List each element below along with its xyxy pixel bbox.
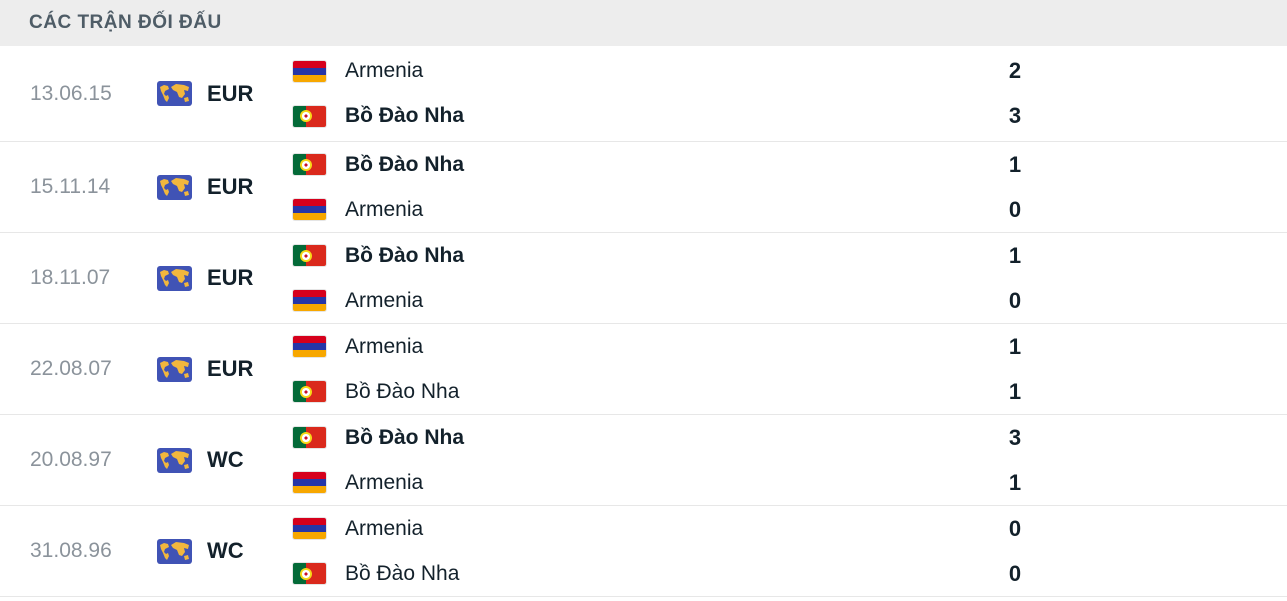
scores-cell: 1 0 (965, 233, 1065, 323)
away-team-score: 1 (1008, 469, 1022, 495)
match-date: 18.11.07 (30, 266, 111, 289)
competition-label: WC (207, 538, 244, 563)
home-team-score: 1 (1008, 242, 1022, 268)
away-team-line: Armenia (293, 278, 965, 323)
match-date: 31.08.96 (30, 539, 112, 562)
portugal-flag (293, 563, 326, 584)
home-team-line: Armenia (293, 506, 965, 551)
portugal-flag (293, 381, 326, 402)
match-row[interactable]: 15.11.14 EUR Bồ Đào Nha Armenia 1 0 (0, 142, 1287, 233)
scores-cell: 1 1 (965, 324, 1065, 414)
team-name: Armenia (345, 59, 424, 82)
team-name: Bồ Đào Nha (345, 104, 465, 127)
armenia-flag (293, 290, 326, 311)
home-team-line: Armenia (293, 324, 965, 369)
teams-cell: Armenia Bồ Đào Nha (293, 506, 965, 596)
team-name: Bồ Đào Nha (345, 561, 460, 585)
competition-label: EUR (207, 356, 254, 381)
competition-cell: EUR (157, 174, 293, 200)
competition-cell: EUR (157, 81, 293, 107)
away-team-line: Armenia (293, 187, 965, 232)
match-date: 15.11.14 (30, 175, 111, 198)
portugal-flag (293, 245, 326, 266)
team-name: Armenia (345, 197, 424, 221)
competition-cell: EUR (157, 265, 293, 291)
world-map-icon (157, 356, 192, 382)
match-list: 13.06.15 EUR Armenia Bồ Đào Nha 2 3 (0, 46, 1287, 597)
match-date: 20.08.97 (30, 448, 112, 471)
home-team-line: Bồ Đào Nha (293, 142, 965, 187)
match-row[interactable]: 31.08.96 WC Armenia Bồ Đào Nha 0 0 (0, 506, 1287, 597)
away-team-line: Bồ Đào Nha (293, 369, 965, 414)
home-team-score: 2 (1008, 58, 1022, 83)
portugal-flag (293, 105, 326, 127)
competition-label: EUR (207, 80, 254, 106)
section-title: CÁC TRẬN ĐỐI ĐẤU (29, 12, 222, 33)
away-team-score: 0 (1008, 287, 1022, 313)
competition-cell: EUR (157, 356, 293, 382)
home-team-line: Armenia (293, 49, 965, 94)
match-row[interactable]: 22.08.07 EUR Armenia Bồ Đào Nha 1 1 (0, 324, 1287, 415)
team-name: Armenia (345, 516, 424, 540)
world-map-icon (157, 538, 192, 564)
match-row[interactable]: 13.06.15 EUR Armenia Bồ Đào Nha 2 3 (0, 46, 1287, 142)
home-team-score: 0 (1008, 515, 1022, 541)
competition-label: WC (207, 447, 244, 472)
competition-label: EUR (207, 174, 254, 199)
competition-label: EUR (207, 265, 254, 290)
armenia-flag (293, 336, 326, 357)
team-name: Bồ Đào Nha (345, 425, 465, 449)
competition-cell: WC (157, 538, 293, 564)
away-team-score: 1 (1008, 378, 1022, 404)
home-team-line: Bồ Đào Nha (293, 415, 965, 460)
team-name: Armenia (345, 470, 424, 494)
teams-cell: Armenia Bồ Đào Nha (293, 324, 965, 414)
world-map-icon (157, 174, 192, 200)
armenia-flag (293, 60, 326, 82)
team-name: Bồ Đào Nha (345, 243, 465, 267)
world-map-icon (157, 447, 192, 473)
match-date: 22.08.07 (30, 357, 112, 380)
teams-cell: Bồ Đào Nha Armenia (293, 142, 965, 232)
team-name: Bồ Đào Nha (345, 152, 465, 176)
away-team-score: 0 (1008, 196, 1022, 222)
team-name: Armenia (345, 334, 424, 358)
armenia-flag (293, 518, 326, 539)
team-name: Bồ Đào Nha (345, 379, 460, 403)
match-date: 13.06.15 (30, 81, 112, 105)
teams-cell: Bồ Đào Nha Armenia (293, 415, 965, 505)
competition-cell: WC (157, 447, 293, 473)
scores-cell: 3 1 (965, 415, 1065, 505)
portugal-flag (293, 427, 326, 448)
team-name: Armenia (345, 288, 424, 312)
match-row[interactable]: 20.08.97 WC Bồ Đào Nha Armenia 3 1 (0, 415, 1287, 506)
away-team-score: 0 (1008, 560, 1022, 586)
section-header: CÁC TRẬN ĐỐI ĐẤU (0, 0, 1287, 46)
home-team-score: 1 (1008, 151, 1022, 177)
world-map-icon (157, 81, 192, 106)
home-team-score: 1 (1008, 333, 1022, 359)
portugal-flag (293, 154, 326, 175)
away-team-line: Armenia (293, 460, 965, 505)
armenia-flag (293, 199, 326, 220)
match-row[interactable]: 18.11.07 EUR Bồ Đào Nha Armenia 1 0 (0, 233, 1287, 324)
teams-cell: Armenia Bồ Đào Nha (293, 49, 965, 139)
scores-cell: 2 3 (965, 49, 1065, 139)
teams-cell: Bồ Đào Nha Armenia (293, 233, 965, 323)
home-team-score: 3 (1008, 424, 1022, 450)
home-team-line: Bồ Đào Nha (293, 233, 965, 278)
scores-cell: 0 0 (965, 506, 1065, 596)
armenia-flag (293, 472, 326, 493)
away-team-line: Bồ Đào Nha (293, 94, 965, 139)
scores-cell: 1 0 (965, 142, 1065, 232)
away-team-score: 3 (1008, 103, 1022, 128)
world-map-icon (157, 265, 192, 291)
away-team-line: Bồ Đào Nha (293, 551, 965, 596)
